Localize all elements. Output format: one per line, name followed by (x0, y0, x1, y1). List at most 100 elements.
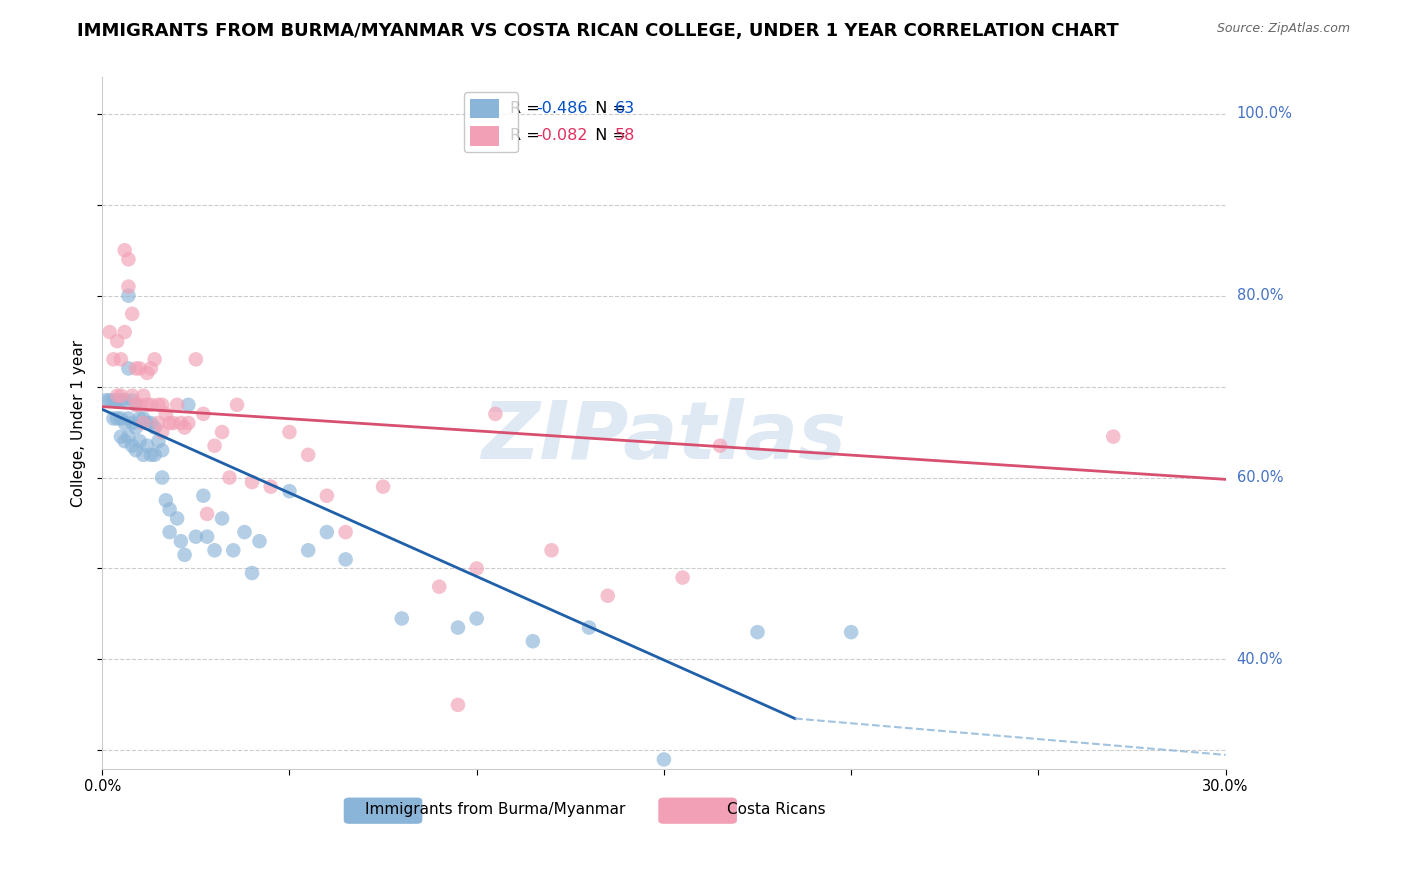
Point (177, 416, 200, 430)
Point (125, 398, 148, 412)
Point (117, 252, 139, 267)
Point (177, 398, 200, 412)
Text: N =: N = (585, 101, 631, 116)
Point (139, 361, 162, 376)
Point (128, 361, 150, 376)
Point (114, 244, 136, 258)
Point (240, 475, 263, 489)
Point (278, 425, 301, 439)
Text: 40.0%: 40.0% (1237, 652, 1284, 667)
Point (117, 279, 139, 293)
FancyBboxPatch shape (343, 797, 422, 824)
Point (132, 416, 155, 430)
Point (125, 443, 148, 458)
Point (110, 429, 132, 443)
Point (193, 407, 215, 421)
Point (484, 407, 506, 421)
Point (114, 434, 136, 449)
Text: Immigrants from Burma/Myanmar: Immigrants from Burma/Myanmar (366, 803, 626, 817)
Point (211, 425, 233, 439)
Point (121, 389, 143, 403)
FancyBboxPatch shape (658, 797, 737, 824)
Text: Costa Ricans: Costa Ricans (727, 803, 825, 817)
Point (447, 621, 470, 635)
Point (1102, 429, 1125, 443)
Point (103, 393, 125, 408)
Point (709, 439, 731, 453)
Point (159, 502, 181, 516)
Point (139, 416, 162, 430)
Point (195, 530, 218, 544)
Point (465, 561, 488, 575)
Point (105, 393, 128, 408)
Point (155, 493, 177, 508)
Point (132, 448, 155, 462)
Point (226, 398, 249, 412)
Point (103, 411, 125, 425)
Point (143, 448, 166, 462)
Text: -0.082: -0.082 (536, 128, 588, 143)
Point (136, 398, 159, 412)
Text: ZIPatlas: ZIPatlas (481, 398, 846, 475)
Point (596, 589, 619, 603)
Point (150, 425, 173, 439)
Point (427, 580, 450, 594)
Text: Source: ZipAtlas.com: Source: ZipAtlas.com (1216, 22, 1350, 36)
Point (98, 393, 121, 408)
Point (155, 407, 177, 421)
Legend: , : , (464, 93, 519, 152)
Point (114, 416, 136, 430)
Point (139, 398, 162, 412)
Point (278, 484, 301, 499)
Point (260, 480, 283, 494)
Point (540, 543, 562, 558)
Point (170, 534, 193, 549)
Text: 58: 58 (614, 128, 636, 143)
Point (121, 439, 143, 453)
Text: IMMIGRANTS FROM BURMA/MYANMAR VS COSTA RICAN COLLEGE, UNDER 1 YEAR CORRELATION C: IMMIGRANTS FROM BURMA/MYANMAR VS COSTA R… (77, 22, 1119, 40)
Text: 60.0%: 60.0% (1237, 470, 1284, 485)
Point (447, 698, 470, 712)
Point (193, 489, 215, 503)
Point (170, 416, 193, 430)
Point (204, 439, 226, 453)
Point (159, 416, 181, 430)
Point (114, 393, 136, 408)
Point (98, 325, 121, 339)
Point (297, 543, 319, 558)
Point (335, 525, 357, 540)
Point (371, 480, 394, 494)
Point (103, 352, 125, 367)
Point (184, 352, 207, 367)
Point (105, 334, 128, 348)
Point (672, 571, 695, 585)
Point (114, 325, 136, 339)
Point (166, 398, 188, 412)
Point (166, 511, 188, 525)
Point (128, 398, 150, 412)
Point (128, 411, 150, 425)
Point (132, 389, 155, 403)
Point (110, 393, 132, 408)
Point (94, 393, 117, 408)
Point (184, 530, 207, 544)
Point (110, 352, 132, 367)
Point (136, 439, 159, 453)
Point (136, 416, 159, 430)
Text: 63: 63 (614, 101, 634, 116)
Point (117, 429, 139, 443)
Point (211, 511, 233, 525)
Point (117, 288, 139, 302)
Point (391, 611, 413, 625)
Point (173, 420, 195, 434)
Point (150, 398, 173, 412)
Point (143, 420, 166, 434)
Point (148, 416, 170, 430)
Point (652, 752, 675, 766)
Point (578, 621, 600, 635)
Point (110, 411, 132, 425)
Point (117, 411, 139, 425)
Point (117, 361, 139, 376)
Point (159, 525, 181, 540)
Point (249, 534, 271, 549)
